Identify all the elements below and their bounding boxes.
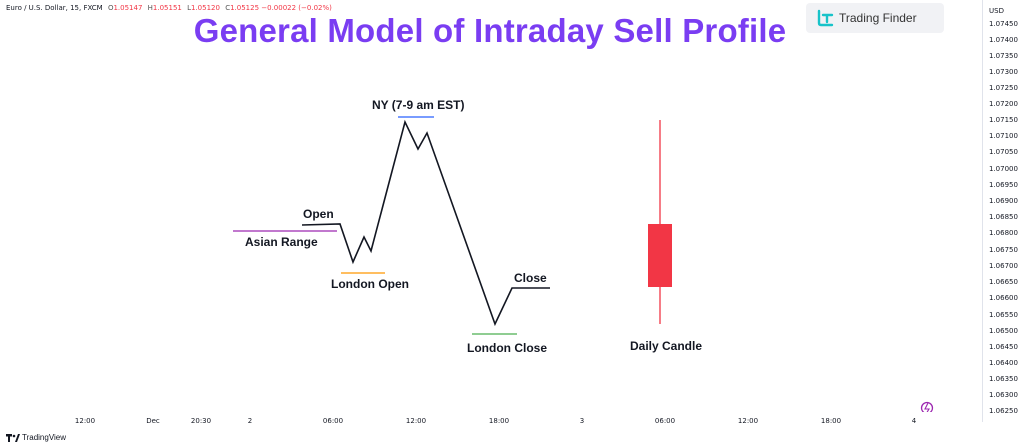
ohlc-legend: Euro / U.S. Dollar, 15, FXCM O1.05147 H1… [6,4,332,12]
close-value: 1.05125 [230,4,260,12]
trading-finder-logo-icon [817,9,834,27]
open-value: 1.05147 [113,4,143,12]
time-tick: 3 [579,417,585,425]
tradingview-logo-icon [6,433,20,442]
price-tick: 1.07400 [989,36,1018,44]
symbol-label[interactable]: Euro / U.S. Dollar, 15, FXCM [6,4,103,12]
price-tick: 1.07350 [989,52,1018,60]
price-axis-currency: USD [989,7,1004,15]
price-tick: 1.06800 [989,229,1018,237]
time-tick: 18:00 [820,417,842,425]
asian-range-label: Asian Range [245,235,318,249]
open-label: O [107,4,114,12]
low-value: 1.05120 [191,4,220,12]
time-tick: 2 [247,417,253,425]
time-tick: 12:00 [74,417,96,425]
price-tick: 1.06900 [989,197,1018,205]
price-tick: 1.06850 [989,213,1018,221]
price-tick: 1.07000 [989,165,1018,173]
daily-candle-label: Daily Candle [630,339,703,353]
price-tick: 1.06750 [989,246,1018,254]
time-tick: Dec [146,417,160,425]
time-tick: 12:00 [737,417,759,425]
price-tick: 1.06400 [989,359,1018,367]
tradingview-logo-text: TradingView [22,433,67,442]
price-tick: 1.06250 [989,407,1018,415]
high-label: H [147,4,153,12]
tradingview-logo[interactable]: TradingView [6,433,66,442]
price-tick: 1.07150 [989,116,1018,124]
open-label: Open [303,207,334,221]
time-tick: 06:00 [654,417,676,425]
close-label: Close [514,271,547,285]
time-tick: 12:00 [405,417,427,425]
close-label: C [225,4,231,12]
page-title: General Model of Intraday Sell Profile [193,12,787,49]
brand-name: Trading Finder [839,11,917,25]
price-tick: 1.06550 [989,311,1018,319]
price-tick: 1.06700 [989,262,1018,270]
london-close-label: London Close [467,341,547,355]
london-open-label: London Open [331,277,409,291]
ny-session-label: NY (7-9 am EST) [372,98,465,112]
price-axis[interactable]: USD 1.07450 1.07400 1.07350 1.07300 1.07… [982,0,1024,422]
price-tick: 1.06450 [989,343,1018,351]
price-path-line [301,119,550,327]
time-tick: 4 [911,417,917,425]
high-value: 1.05151 [152,4,182,12]
brand-badge: Trading Finder [806,3,944,33]
time-tick: 18:00 [488,417,510,425]
price-tick: 1.06650 [989,278,1018,286]
price-tick: 1.06350 [989,375,1018,383]
time-axis[interactable]: 12:00 Dec 20:30 2 06:00 12:00 18:00 3 06… [0,412,982,432]
price-tick: 1.07250 [989,84,1018,92]
price-tick: 1.07450 [989,20,1018,28]
price-tick: 1.06300 [989,391,1018,399]
price-tick: 1.06600 [989,294,1018,302]
chart-canvas[interactable] [0,0,982,412]
price-tick: 1.07200 [989,100,1018,108]
price-tick: 1.06500 [989,327,1018,335]
change-value: −0.00022 (−0.02%) [261,4,332,12]
daily-candle-body [648,224,672,287]
price-tick: 1.07050 [989,148,1018,156]
replay-icon[interactable] [920,401,934,413]
time-tick: 20:30 [190,417,212,425]
low-label: L [187,4,191,12]
price-tick: 1.07300 [989,68,1018,76]
price-tick: 1.06950 [989,181,1018,189]
price-tick: 1.07100 [989,132,1018,140]
time-tick: 06:00 [322,417,344,425]
